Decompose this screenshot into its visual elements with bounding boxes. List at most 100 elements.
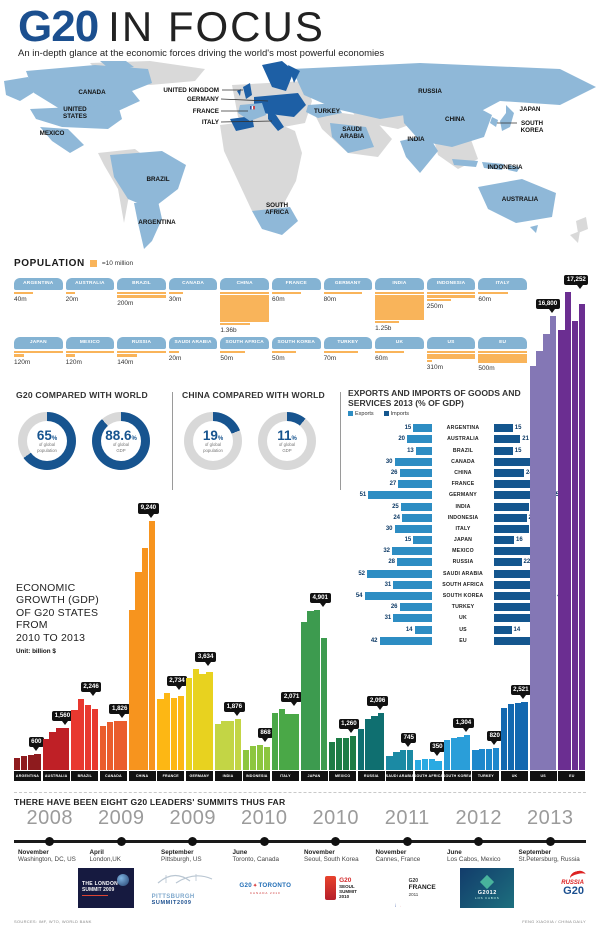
imports-value: 29	[532, 481, 539, 488]
exports-value: 30	[385, 525, 393, 532]
timeline-year: 2009	[98, 807, 145, 829]
imports-group: 21	[494, 435, 596, 444]
population-cell: SOUTH AFRICA 50m	[220, 337, 269, 372]
pittsburgh-logo-text: PITTSBURGH	[151, 894, 195, 900]
population-bar	[168, 351, 179, 354]
gdp-bar	[99, 726, 107, 770]
exports-bar	[367, 569, 432, 578]
gdp-bar	[14, 757, 21, 770]
gdp-bar	[314, 609, 321, 770]
map-country-label: GERMANY	[187, 96, 220, 103]
population-legend-label: =10 million	[101, 260, 134, 267]
exports-group: 31	[348, 614, 432, 623]
population-bar-partial	[220, 322, 250, 326]
imports-bar	[494, 480, 531, 489]
france-flag-icon	[250, 105, 255, 110]
trade-country-label: INDIA	[455, 503, 471, 510]
gdp-bar	[349, 735, 356, 770]
exports-value: 52	[358, 570, 365, 577]
map-country-label: CANADA	[78, 89, 106, 96]
trade-row: 51 GERMANY 45	[348, 490, 598, 501]
exports-group: 25	[348, 502, 432, 511]
seoul-logo-year: 2010	[339, 894, 350, 900]
trade-row: 31 SOUTH AFRICA 34	[348, 579, 598, 590]
exports-value: 26	[390, 604, 398, 611]
exports-bar	[394, 457, 432, 466]
gdp-value-bubble: 2,246	[80, 682, 102, 697]
gdp-value-bubble: 820	[487, 730, 503, 745]
imports-bar	[494, 547, 534, 556]
population-value: 70m	[323, 355, 337, 363]
imports-group: 29	[494, 480, 596, 489]
population-value: 50m	[220, 355, 234, 363]
exports-group: 26	[348, 603, 432, 612]
population-cell: FRANCE 60m	[271, 278, 321, 334]
russia-logo-text: RUSSIA	[561, 879, 584, 886]
exports-group: 13	[348, 446, 432, 455]
donut-hole: 11% of global GDP	[267, 421, 307, 461]
imports-value: 33	[537, 615, 544, 622]
exports-group: 15	[348, 424, 432, 433]
imports-group: 40	[494, 636, 596, 645]
map-south-korea	[490, 117, 498, 127]
imports-bar	[494, 446, 513, 455]
timeline-dot	[45, 837, 55, 846]
gdp-bar-cluster: 4,901	[300, 592, 331, 770]
population-cell: MEXICO 120m	[65, 337, 115, 372]
population-bar	[271, 292, 302, 295]
imports-value: 32	[536, 458, 543, 465]
timeline-year: 2013	[527, 807, 574, 829]
timeline-event: 2008	[14, 807, 86, 830]
imports-value: 28	[531, 503, 538, 510]
exports-bar	[398, 480, 432, 489]
map-brazil	[110, 151, 186, 209]
imports-bar	[494, 513, 527, 522]
logo-g20-los-cabos-2012: G2012 LOS CABOS	[460, 868, 515, 908]
gdp-bar	[485, 748, 493, 770]
exports-bar	[379, 636, 432, 645]
timeline-dot	[331, 837, 341, 846]
trade-country-label: SOUTH KOREA	[442, 593, 484, 600]
map-central-europe	[254, 93, 306, 117]
map-united-kingdom	[237, 83, 252, 99]
donut-sublabel: population	[203, 447, 223, 453]
timeline-event-text: June Toronto, Canada	[233, 849, 305, 863]
population-title: POPULATION	[14, 258, 85, 269]
trade-country-label: EU	[459, 637, 467, 644]
gdp-bar-cluster: 2,734	[157, 675, 188, 770]
population-cell: BRAZIL 200m	[117, 278, 166, 334]
population-cell: ITALY 60m	[478, 278, 527, 334]
gdp-value-bubble: 3,634	[195, 651, 216, 666]
exports-group: 32	[348, 547, 432, 556]
map-united-states	[30, 105, 122, 129]
timeline-event: 2009	[86, 807, 158, 830]
trade-country-label: RUSSIA	[452, 559, 474, 566]
map-country-label: SOUTH KOREA	[521, 120, 544, 134]
gdp-country-label: UK	[501, 771, 529, 781]
gdp-value-bubble: 1,826	[109, 703, 130, 718]
imports-group: 32	[494, 603, 596, 612]
gdp-bar-cluster: 1,826	[99, 703, 130, 770]
imports-group: 15	[494, 446, 596, 455]
lantern-icon	[325, 876, 337, 900]
timeline-event-text: November Washington, DC, US	[18, 849, 90, 863]
donut-sublabel: GDP	[282, 447, 292, 453]
gdp-bar	[364, 718, 371, 770]
map-country-label: SOUTH AFRICA	[265, 202, 289, 216]
population-country-label: JAPAN	[14, 337, 63, 349]
imports-bar	[494, 603, 534, 612]
timeline-location: London,UK	[89, 856, 122, 863]
population-bar	[220, 292, 269, 295]
map-country-label: ITALY	[202, 119, 220, 126]
population-bar-block	[117, 295, 166, 298]
imports-group: 34	[494, 580, 596, 589]
exports-bar	[407, 435, 432, 444]
gdp-bar-cluster: 820	[472, 730, 503, 770]
imports-value: 28	[531, 525, 538, 532]
exports-group: 42	[348, 636, 432, 645]
map-south-africa	[252, 207, 298, 235]
gdp-bar	[170, 697, 178, 770]
imports-value: 14	[513, 626, 521, 633]
gdp-bar-cluster: 1,304	[443, 717, 474, 770]
gdp-bar-cluster: 1,560	[42, 710, 73, 770]
